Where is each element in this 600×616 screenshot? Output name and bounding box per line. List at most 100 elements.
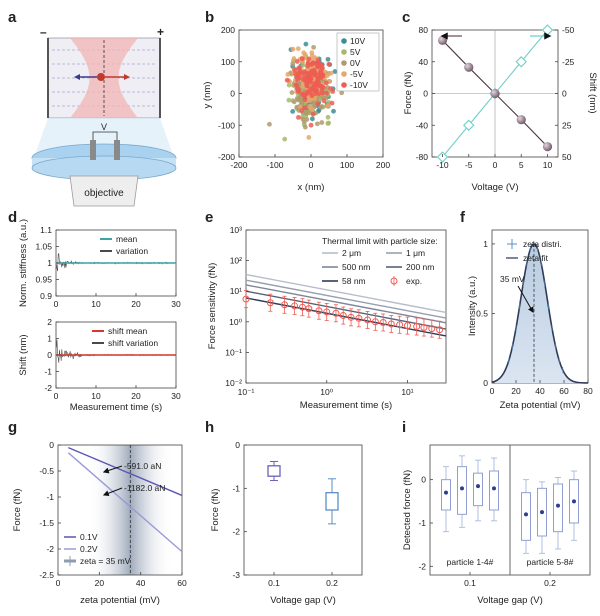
scatter-point bbox=[325, 56, 331, 62]
axis-ticks-h: 0 -1 -2 -3 0.1 0.2 bbox=[232, 440, 338, 588]
e-x-label-1: 10⁰ bbox=[320, 387, 333, 397]
legend-label-e-3: 200 nm bbox=[406, 262, 434, 272]
force-point bbox=[437, 35, 448, 45]
thermal-limit-line-0 bbox=[245, 273, 447, 314]
f-x-label-3: 60 bbox=[559, 386, 569, 396]
scatter-point bbox=[296, 65, 302, 71]
scatter-point bbox=[329, 100, 335, 106]
e-x-label-2: 10¹ bbox=[401, 387, 413, 397]
scatter-point bbox=[328, 70, 334, 76]
scatter-point bbox=[313, 73, 319, 79]
d-bot-x-label-1: 10 bbox=[91, 391, 101, 401]
scatter-point bbox=[267, 121, 272, 127]
axis-ticks-g: 0-0.5-1-1.5-2-2.50 20 40 60 bbox=[39, 440, 187, 588]
box-mean-i bbox=[460, 486, 464, 491]
g-y-label-5: -2.5 bbox=[39, 570, 54, 580]
scatter-point bbox=[296, 87, 302, 93]
g-y-label-1: -0.5 bbox=[39, 466, 54, 476]
legend-variation: variation bbox=[116, 246, 148, 256]
shift-point bbox=[515, 56, 527, 68]
e-y-label-1: 10² bbox=[230, 256, 242, 266]
xlabel-c: Voltage (V) bbox=[472, 182, 519, 193]
scatter-point bbox=[308, 122, 314, 128]
legend-g-zeta: zeta = 35 mV bbox=[80, 556, 131, 566]
legend-label-e-2: 500 nm bbox=[342, 262, 370, 272]
b-y-label-4: -200 bbox=[218, 152, 235, 162]
scatter-point bbox=[320, 72, 326, 78]
box-mean-i bbox=[524, 512, 528, 517]
ylabel-f: Intensity (a.u.) bbox=[467, 276, 478, 336]
c-x-label-0: -10 bbox=[436, 160, 449, 170]
scatter-point bbox=[282, 136, 288, 142]
panel-label-i: i bbox=[402, 419, 406, 436]
d-top-x-label-1: 10 bbox=[91, 299, 101, 309]
exp-point bbox=[339, 312, 347, 320]
panel-label-g: g bbox=[8, 419, 17, 436]
marks-e bbox=[242, 273, 447, 339]
scatter-point bbox=[292, 67, 297, 73]
scatter-point bbox=[314, 87, 319, 93]
scatter-points-b bbox=[267, 41, 352, 142]
d-top-y-label-4: 0.9 bbox=[40, 291, 52, 301]
scatter-point bbox=[326, 120, 332, 126]
scatter-point bbox=[291, 56, 297, 61]
ylabel-left-c: Force (fN) bbox=[403, 72, 414, 115]
legend-marker-b-2 bbox=[341, 60, 347, 66]
scatter-point bbox=[299, 108, 304, 114]
i-x-label-1: 0.2 bbox=[544, 578, 556, 588]
xlabel-e: Measurement time (s) bbox=[300, 400, 392, 411]
d-top-y-label-2: 1 bbox=[47, 258, 52, 268]
exp-point bbox=[323, 308, 331, 316]
scatter-point bbox=[324, 90, 329, 96]
box-i bbox=[553, 483, 563, 533]
i-y-label-1: -1 bbox=[418, 518, 426, 528]
box-i bbox=[489, 470, 499, 511]
peak-arrow-f bbox=[517, 285, 534, 314]
d-top-y-label-3: 0.95 bbox=[35, 275, 52, 285]
scatter-point bbox=[307, 70, 313, 76]
e-y-label-5: 10⁻² bbox=[225, 378, 242, 388]
electrode-right-pin bbox=[114, 140, 120, 160]
c-yr-label-0: -50 bbox=[562, 25, 575, 35]
xlabel-b: x (nm) bbox=[298, 182, 325, 193]
c-yr-label-2: 0 bbox=[562, 89, 567, 99]
scatter-point bbox=[295, 70, 301, 76]
c-x-label-2: 0 bbox=[493, 160, 498, 170]
scatter-point bbox=[314, 121, 320, 127]
legend-label-e-0: 2 μm bbox=[342, 248, 361, 258]
c-x-label-3: 5 bbox=[519, 160, 524, 170]
e-y-label-0: 10³ bbox=[230, 225, 242, 235]
exp-point bbox=[413, 323, 421, 331]
scatter-point bbox=[285, 72, 291, 77]
ylabel-d-bottom: Shift (nm) bbox=[18, 334, 29, 375]
scatter-point bbox=[309, 61, 315, 66]
scatter-point bbox=[325, 114, 331, 120]
force-arrowhead-left bbox=[74, 74, 80, 80]
legend-marker-b-3 bbox=[341, 71, 347, 77]
d-bot-y-label-2: 0 bbox=[47, 350, 52, 360]
b-x-label-3: 100 bbox=[340, 160, 354, 170]
f-y-label-1: 0.5 bbox=[476, 308, 488, 318]
legend-marker-b-0 bbox=[341, 38, 347, 44]
h-x-label-1: 0.2 bbox=[326, 578, 338, 588]
scatter-point bbox=[284, 77, 290, 83]
exp-point bbox=[266, 299, 274, 307]
zoom-cone bbox=[36, 118, 172, 152]
panel-label-b: b bbox=[205, 9, 214, 26]
g-x-label-1: 20 bbox=[95, 578, 105, 588]
b-y-label-1: 100 bbox=[221, 57, 235, 67]
b-x-label-4: 200 bbox=[376, 160, 390, 170]
h-y-label-1: -1 bbox=[232, 483, 240, 493]
scatter-point bbox=[309, 107, 315, 112]
d-bot-y-label-1: 1 bbox=[47, 334, 52, 344]
e-x-label-0: 10⁻¹ bbox=[238, 387, 255, 397]
exp-point bbox=[298, 303, 306, 311]
g-y-label-3: -1.5 bbox=[39, 518, 54, 528]
plus-sign: + bbox=[157, 25, 164, 39]
scatter-point bbox=[286, 97, 292, 103]
ylabel-b: y (nm) bbox=[202, 82, 213, 109]
scatter-point bbox=[294, 59, 300, 64]
annotation-arrow-g-2 bbox=[102, 487, 123, 497]
